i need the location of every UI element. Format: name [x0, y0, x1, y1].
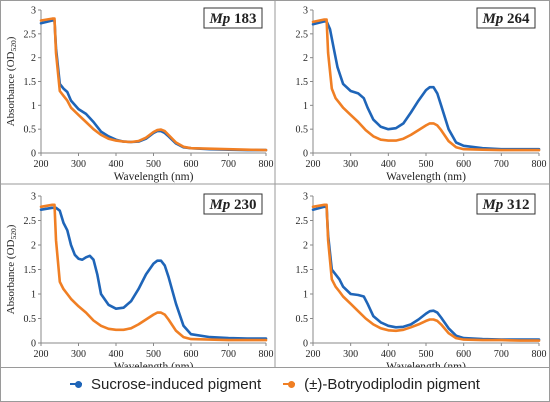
- legend-label-botryodiplodin: (±)-Botryodiplodin pigment: [304, 375, 480, 393]
- chart-panel-1: 0 0.5 1 1.5 2 2.5 3 200 300 400 500 600 700 800 Wavele…: [296, 6, 547, 184]
- x-tick-label: 500: [146, 349, 161, 360]
- series-botryodiplodin-line: [311, 203, 541, 342]
- x-tick-label: 800: [532, 159, 547, 170]
- series-botryodiplodin-line: [39, 203, 268, 342]
- x-tick-label: 300: [71, 349, 86, 360]
- x-tick-label: 600: [456, 159, 471, 170]
- x-tick-label: 500: [419, 349, 434, 360]
- y-axis-label: Absorbance (OD520): [5, 224, 18, 314]
- legend-item-botryodiplodin: (±)-Botryodiplodin pigment: [283, 376, 480, 393]
- x-tick-label: 400: [109, 349, 124, 360]
- x-tick-label: 200: [306, 159, 321, 170]
- panel-title: Mp 230: [208, 197, 256, 213]
- y-tick-label: 1.5: [296, 77, 309, 88]
- x-tick-label: 300: [71, 159, 86, 170]
- y-tick-label: 0.5: [296, 314, 309, 325]
- panel-title-box: [476, 193, 536, 215]
- y-tick-label: 1: [303, 101, 308, 112]
- panel-title: Mp 264: [481, 11, 530, 27]
- x-tick-label: 200: [34, 349, 49, 360]
- y-tick-label: 3: [31, 6, 36, 17]
- x-tick-label: 800: [259, 159, 274, 170]
- x-tick-label: 500: [146, 159, 161, 170]
- series-botryodiplodin-line: [311, 18, 541, 152]
- y-tick-label: 0.5: [24, 314, 37, 325]
- x-tick-label: 600: [456, 349, 471, 360]
- legend-marker-sucrose: [75, 380, 83, 388]
- panel-title-box: [476, 7, 536, 29]
- y-tick-label: 1: [303, 290, 308, 301]
- legend-item-sucrose: Sucrose-induced pigment: [70, 376, 261, 393]
- x-tick-label: 400: [381, 159, 396, 170]
- legend-marker-botryodiplodin: [288, 380, 296, 388]
- y-tick-label: 3: [303, 192, 308, 203]
- y-tick-label: 2.5: [24, 29, 37, 40]
- y-tick-label: 0.5: [24, 125, 37, 136]
- x-axis-label: Wavelength (nm): [114, 171, 194, 183]
- y-tick-label: 1: [31, 101, 36, 112]
- x-tick-label: 300: [343, 159, 358, 170]
- x-tick-label: 400: [381, 349, 396, 360]
- x-tick-label: 800: [532, 349, 547, 360]
- y-tick-label: 3: [303, 6, 308, 17]
- y-axis-label: Absorbance (OD520): [5, 36, 18, 126]
- panel-title-box: [203, 193, 263, 215]
- series-sucrose-line: [311, 20, 541, 151]
- x-tick-label: 200: [34, 159, 49, 170]
- y-tick-label: 2.5: [296, 29, 309, 40]
- x-tick-label: 300: [343, 349, 358, 360]
- y-tick-label: 2: [31, 53, 36, 64]
- y-tick-label: 2: [303, 53, 308, 64]
- y-tick-label: 1.5: [296, 265, 309, 276]
- x-tick-label: 700: [494, 349, 509, 360]
- x-axis-label: Wavelength (nm): [386, 171, 466, 183]
- x-tick-label: 700: [221, 159, 236, 170]
- panel-title: Mp 312: [481, 197, 529, 213]
- series-botryodiplodin-line: [39, 17, 268, 152]
- y-tick-label: 2.5: [24, 216, 37, 227]
- x-tick-label: 700: [221, 349, 236, 360]
- y-tick-label: 2: [303, 241, 308, 252]
- x-tick-label: 600: [184, 159, 199, 170]
- x-tick-label: 700: [494, 159, 509, 170]
- x-tick-label: 500: [419, 159, 434, 170]
- x-tick-label: 200: [306, 349, 321, 360]
- y-tick-label: 0: [303, 149, 308, 160]
- y-tick-label: 2: [31, 241, 36, 252]
- x-tick-label: 600: [184, 349, 199, 360]
- y-tick-label: 0: [303, 339, 308, 350]
- x-tick-label: 800: [259, 349, 274, 360]
- series-sucrose-line: [311, 205, 541, 341]
- chart-panel-0: 0 0.5 1 1.5 2 2.5 3 200 300 400 500 600 700 800 Wavele…: [5, 6, 274, 184]
- y-tick-label: 0: [31, 339, 36, 350]
- legend-label-sucrose: Sucrose-induced pigment: [91, 375, 262, 393]
- series-sucrose-line: [39, 206, 268, 340]
- y-tick-label: 2.5: [296, 216, 309, 227]
- panel-title: Mp 183: [208, 11, 256, 27]
- y-tick-label: 0.5: [296, 125, 309, 136]
- y-tick-label: 1.5: [24, 77, 37, 88]
- y-tick-label: 1: [31, 290, 36, 301]
- y-tick-label: 3: [31, 192, 36, 203]
- y-tick-label: 0: [31, 149, 36, 160]
- x-tick-label: 400: [109, 159, 124, 170]
- legend: Sucrose-induced pigment (±)-Botryodiplod…: [1, 369, 549, 399]
- y-tick-label: 1.5: [24, 265, 37, 276]
- panel-title-box: [203, 7, 263, 29]
- legend-separator: [1, 367, 549, 368]
